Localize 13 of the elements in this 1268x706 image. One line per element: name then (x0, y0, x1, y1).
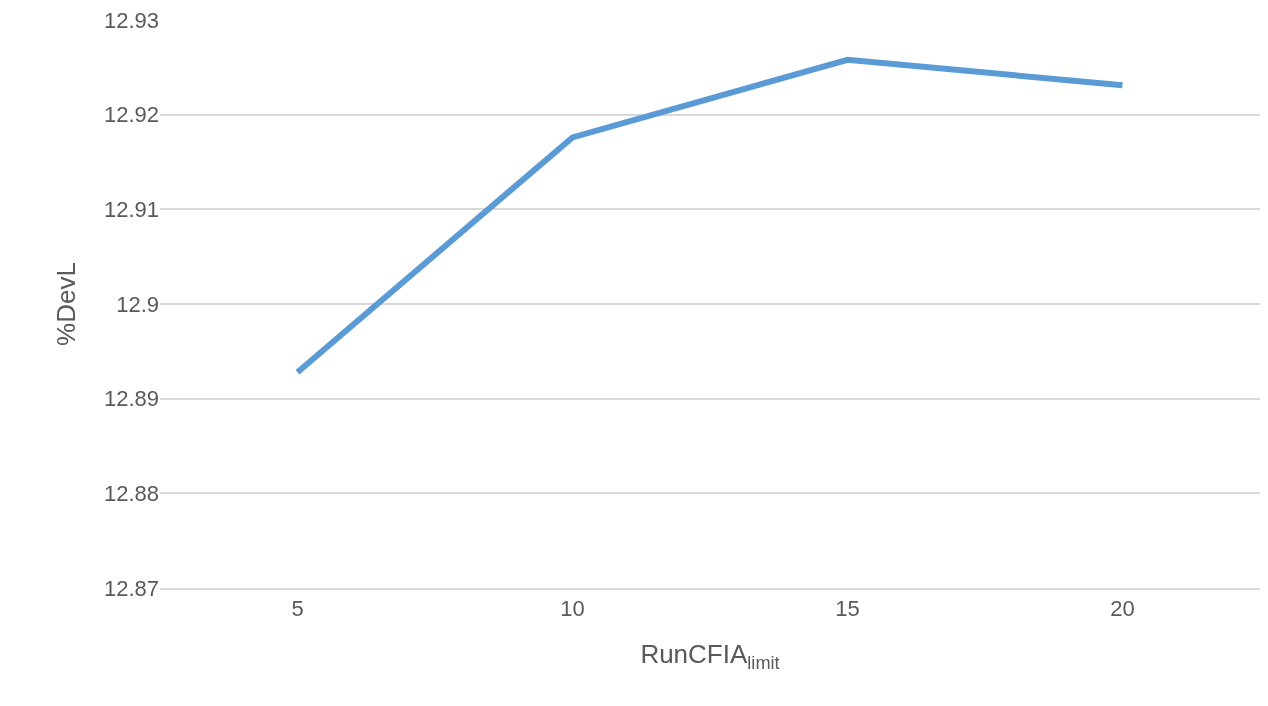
y-tick-label: 12.91 (103, 197, 159, 223)
y-tick-label: 12.87 (103, 575, 159, 601)
x-tick-label: 20 (1110, 596, 1135, 622)
y-axis-title: %DevL (51, 262, 82, 346)
x-tick-label: 15 (835, 596, 860, 622)
y-tick-label: 12.92 (103, 102, 159, 128)
y-tick-label: 12.89 (103, 386, 159, 412)
x-axis-title: RunCFIA$_{limit}$ (640, 639, 780, 673)
y-tick-label: 12.9 (116, 291, 159, 317)
x-tick-label: 5 (291, 596, 304, 622)
y-tick-label: 12.88 (103, 481, 159, 507)
y-tick-label: 12.93 (103, 7, 159, 33)
x-tick-label: 10 (560, 596, 585, 622)
